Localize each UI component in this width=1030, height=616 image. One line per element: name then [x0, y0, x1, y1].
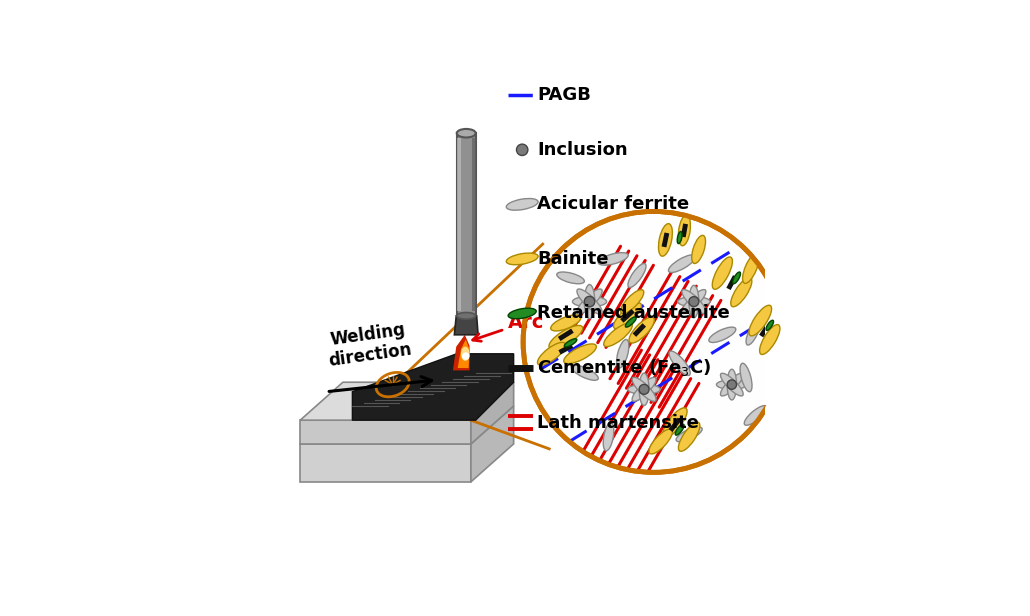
Ellipse shape [598, 253, 628, 265]
Ellipse shape [551, 315, 581, 331]
Circle shape [584, 296, 594, 307]
Ellipse shape [640, 373, 649, 405]
Ellipse shape [456, 312, 476, 319]
Ellipse shape [709, 327, 735, 342]
Ellipse shape [649, 429, 673, 454]
Text: Inclusion: Inclusion [538, 141, 628, 159]
Ellipse shape [741, 363, 752, 392]
Text: Welding
direction: Welding direction [324, 320, 413, 370]
Text: Retained austenite: Retained austenite [538, 304, 730, 322]
Ellipse shape [507, 198, 538, 210]
Ellipse shape [628, 264, 646, 288]
Polygon shape [471, 406, 514, 482]
Ellipse shape [732, 272, 741, 284]
Ellipse shape [577, 289, 603, 314]
Ellipse shape [564, 339, 577, 347]
Ellipse shape [617, 339, 629, 368]
Ellipse shape [614, 303, 642, 329]
Ellipse shape [632, 378, 656, 402]
Ellipse shape [679, 215, 690, 246]
Ellipse shape [573, 296, 607, 307]
Ellipse shape [720, 373, 744, 396]
Polygon shape [300, 420, 471, 444]
Ellipse shape [625, 317, 637, 327]
Ellipse shape [604, 323, 632, 347]
Ellipse shape [572, 365, 598, 380]
Ellipse shape [508, 308, 537, 318]
Ellipse shape [689, 285, 698, 318]
Ellipse shape [720, 373, 744, 396]
Polygon shape [454, 316, 478, 335]
Polygon shape [300, 444, 471, 482]
Ellipse shape [658, 224, 673, 256]
Ellipse shape [676, 427, 702, 442]
Ellipse shape [682, 290, 706, 314]
Ellipse shape [727, 369, 736, 400]
Ellipse shape [557, 272, 584, 284]
Circle shape [727, 380, 736, 389]
Circle shape [689, 297, 698, 307]
Ellipse shape [678, 297, 710, 307]
Polygon shape [471, 382, 514, 444]
Text: PAGB: PAGB [538, 86, 591, 104]
Ellipse shape [682, 290, 706, 314]
Ellipse shape [745, 405, 767, 425]
Ellipse shape [677, 232, 682, 243]
Ellipse shape [676, 424, 684, 435]
Text: Cementite (Fe$_3$C): Cementite (Fe$_3$C) [538, 357, 712, 378]
Ellipse shape [621, 290, 644, 314]
Ellipse shape [629, 317, 654, 343]
Ellipse shape [604, 423, 614, 451]
Ellipse shape [730, 277, 752, 307]
Ellipse shape [538, 342, 565, 365]
Circle shape [516, 144, 527, 155]
Ellipse shape [717, 380, 747, 389]
Ellipse shape [628, 384, 660, 394]
Ellipse shape [632, 378, 656, 402]
Ellipse shape [759, 325, 780, 354]
Ellipse shape [743, 253, 759, 283]
Circle shape [523, 211, 784, 472]
Polygon shape [456, 138, 461, 311]
Polygon shape [352, 354, 514, 420]
Text: Acicular ferrite: Acicular ferrite [538, 195, 689, 213]
Polygon shape [472, 138, 476, 311]
Text: Lath martensite: Lath martensite [538, 413, 699, 432]
Circle shape [461, 352, 470, 360]
Ellipse shape [679, 422, 699, 452]
Polygon shape [457, 339, 470, 368]
Ellipse shape [749, 306, 771, 336]
Ellipse shape [713, 257, 732, 290]
Polygon shape [300, 382, 514, 420]
Text: Bainite: Bainite [538, 250, 609, 268]
Ellipse shape [461, 347, 470, 361]
Polygon shape [456, 133, 476, 316]
Ellipse shape [563, 344, 596, 363]
Ellipse shape [549, 325, 583, 349]
Ellipse shape [507, 253, 538, 265]
Ellipse shape [662, 408, 687, 437]
Ellipse shape [670, 351, 690, 376]
Ellipse shape [456, 129, 476, 137]
Circle shape [640, 384, 649, 394]
Text: Arc: Arc [473, 313, 544, 341]
Polygon shape [300, 406, 514, 444]
Ellipse shape [584, 285, 594, 318]
Ellipse shape [766, 320, 774, 330]
Ellipse shape [692, 235, 706, 264]
Polygon shape [453, 335, 470, 370]
Ellipse shape [746, 320, 760, 345]
Ellipse shape [668, 255, 695, 272]
Ellipse shape [577, 289, 603, 314]
